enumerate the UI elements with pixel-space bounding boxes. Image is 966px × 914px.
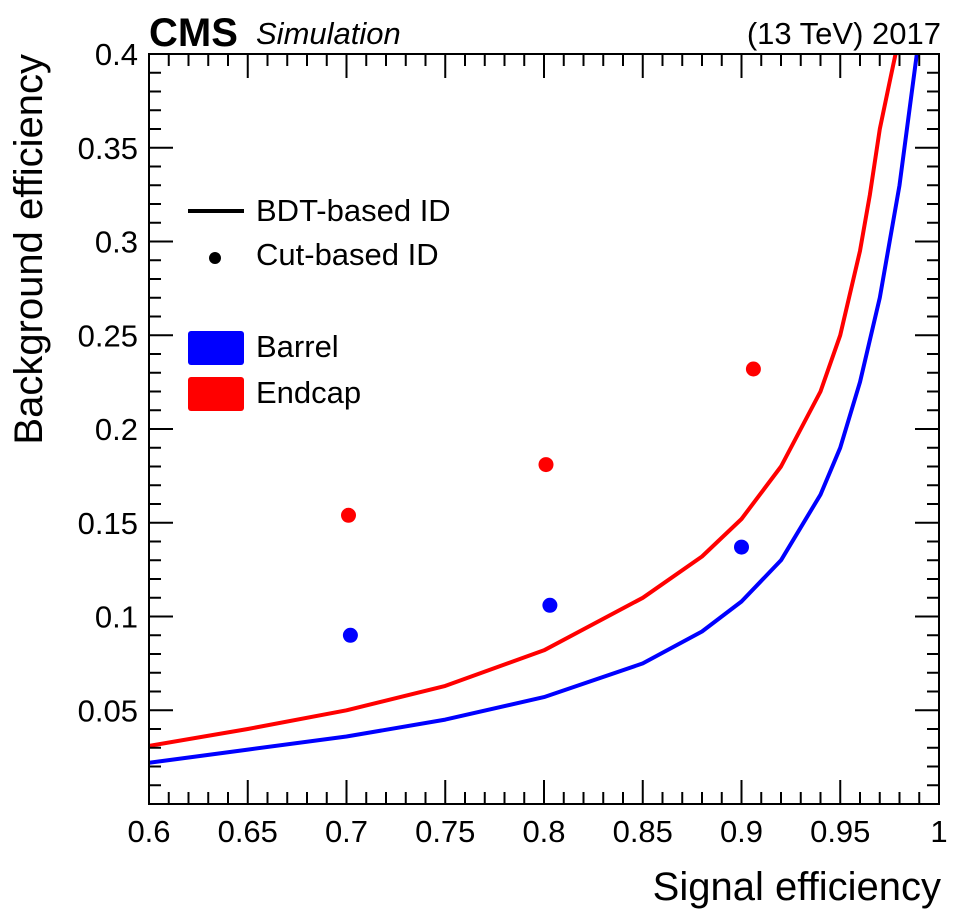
cut-point-barrel [542,597,558,613]
x-tick-label: 0.7 [325,814,368,849]
cut-point-barrel [734,539,749,555]
y-tick-label: 0.1 [95,600,138,635]
legend-endcap-swatch [188,377,244,411]
plot-frame [148,53,940,805]
x-tick-label: 0.95 [810,814,870,849]
legend-barrel-swatch [188,331,244,365]
x-tick-label: 0.8 [522,814,565,849]
ticks-layer [148,53,940,805]
x-tick-labels: 0.6 0.65 0.7 0.75 0.8 0.85 0.9 0.95 1 [127,814,947,849]
cms-label: CMS [149,11,238,55]
x-tick-label: 0.75 [415,814,475,849]
y-tick-label: 0.25 [78,318,138,353]
cut-point-barrel [342,627,358,643]
simulation-label: Simulation [256,16,401,51]
x-tick-label: 0.85 [613,814,673,849]
bdt-curve-barrel [149,54,919,765]
x-tick-label: 0.65 [218,814,278,849]
legend-barrel-label: Barrel [256,329,339,364]
legend: BDT-based ID Cut-based ID Barrel Endcap [188,193,451,411]
y-axis-label: Background efficiency [7,54,51,445]
legend-bdt-label: BDT-based ID [256,193,451,228]
y-tick-label: 0.2 [95,412,138,447]
y-tick-label: 0.35 [78,131,138,166]
bdt-curve-endcap [149,54,898,748]
y-tick-labels: 0.05 0.1 0.15 0.2 0.25 0.3 0.35 0.4 [78,37,138,728]
curves-layer [149,54,919,765]
y-tick-label: 0.05 [78,693,138,728]
legend-cut-label: Cut-based ID [256,237,439,272]
legend-marker-symbol [209,252,221,264]
x-tick-label: 0.6 [127,814,170,849]
legend-endcap-label: Endcap [256,375,361,410]
x-tick-label: 0.9 [720,814,763,849]
energy-year-label: (13 TeV) 2017 [747,16,941,51]
x-tick-label: 1 [930,814,947,849]
y-tick-label: 0.4 [95,37,138,72]
cut-point-endcap [745,361,761,377]
cut-point-endcap [538,457,554,473]
y-tick-label: 0.15 [78,506,138,541]
y-tick-label: 0.3 [95,225,138,260]
cut-point-endcap [341,507,356,523]
x-axis-label: Signal efficiency [653,865,941,909]
points-layer [341,361,761,643]
